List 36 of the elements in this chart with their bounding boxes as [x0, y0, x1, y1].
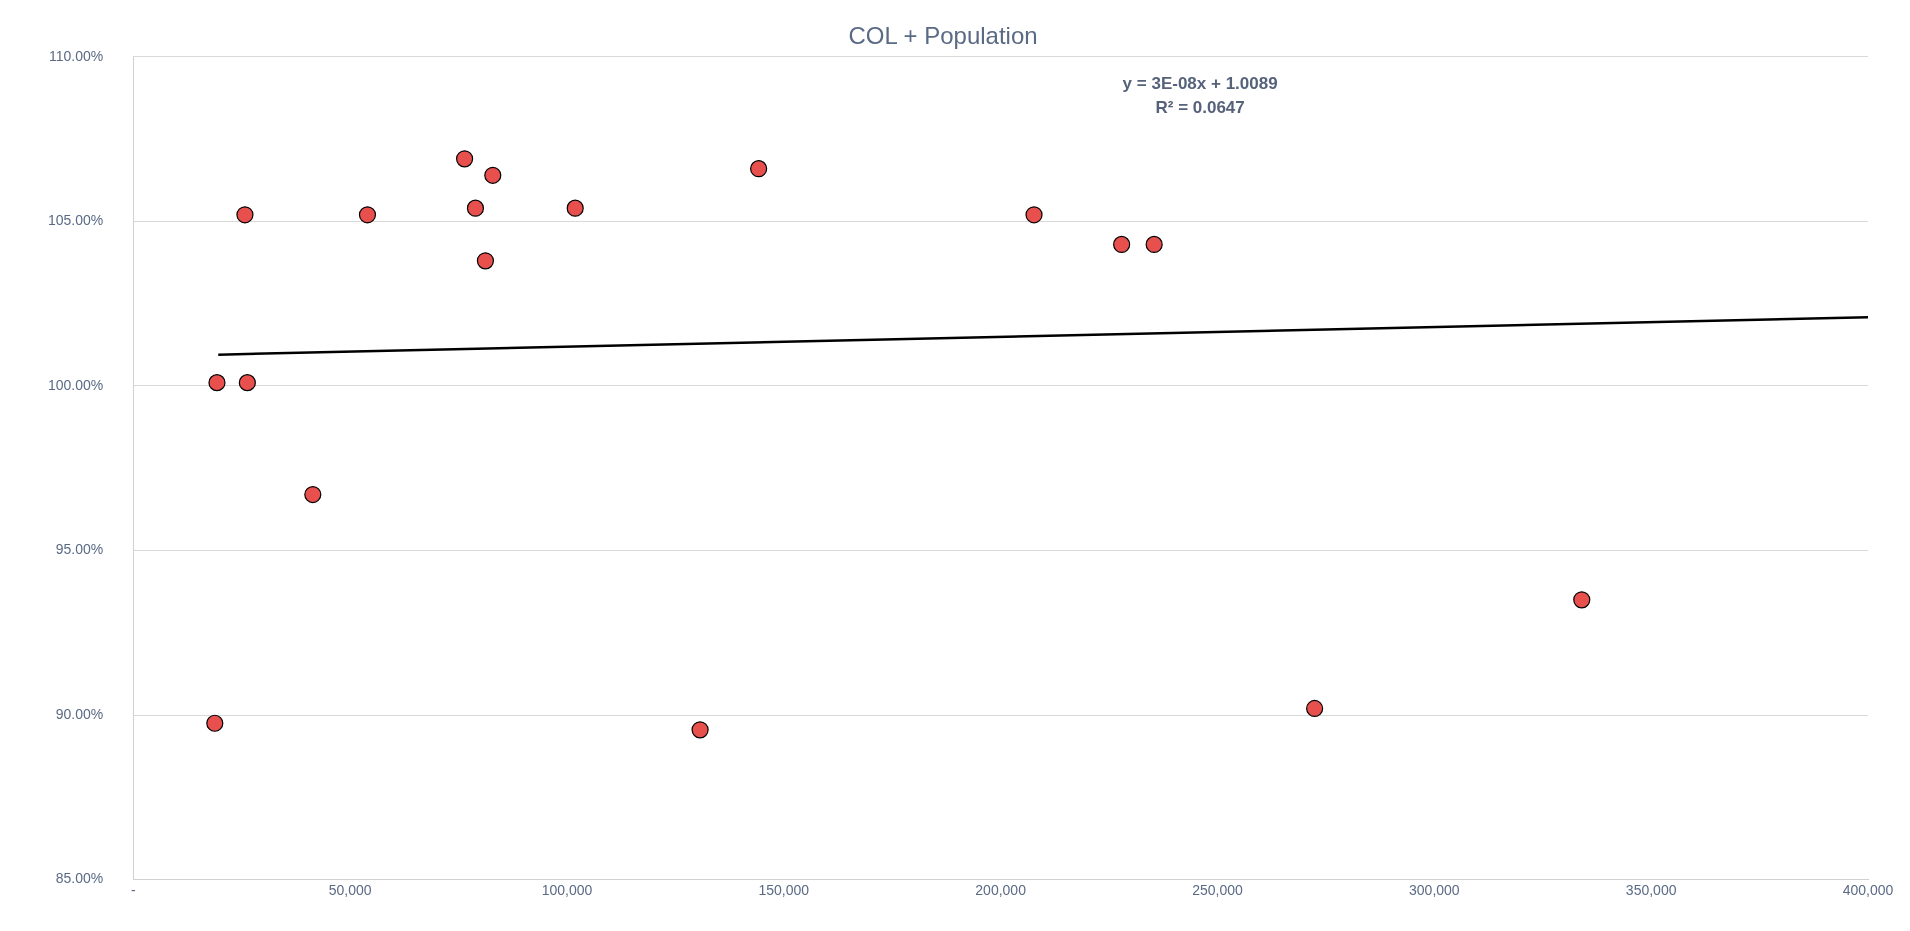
point: [484, 166, 502, 184]
y-tick-label: 90.00%: [55, 705, 104, 722]
y-tick-label: 100.00%: [47, 376, 104, 393]
annotation: y = 3E-08x + 1.0089: [1122, 73, 1278, 93]
point: [1573, 591, 1591, 609]
x-tick-label: 250,000: [1192, 881, 1243, 898]
x-tick-label: 400,000: [1842, 881, 1894, 898]
point: [236, 206, 254, 224]
point: [1025, 206, 1043, 224]
x-tick-label: -: [130, 881, 136, 898]
point: [1113, 235, 1131, 253]
point: [208, 374, 226, 392]
point: [1145, 235, 1163, 253]
y-tick-label: 95.00%: [55, 541, 104, 558]
x-tick-label: 100,000: [541, 881, 593, 898]
y-tick-label: 110.00%: [49, 47, 104, 64]
point: [206, 714, 224, 732]
point: [476, 252, 495, 270]
point: [358, 206, 377, 224]
point: [691, 721, 709, 739]
x-tick-label: 350,000: [1625, 881, 1677, 898]
point: [750, 160, 768, 178]
x-tick-label: 300,000: [1409, 881, 1460, 898]
y-tick-label: 85.00%: [55, 870, 104, 887]
point: [456, 150, 474, 168]
point: [466, 199, 485, 217]
point: [1306, 699, 1324, 718]
point: [238, 374, 256, 392]
x-tick-label: 150,000: [758, 881, 810, 898]
y-tick-label: 105.00%: [47, 212, 104, 229]
annotation: R² = 0.0647: [1155, 97, 1245, 117]
point: [304, 485, 322, 504]
chart-title: COL + Population: [848, 22, 1038, 50]
x-tick-label: 200,000: [975, 881, 1027, 898]
point: [566, 199, 584, 217]
x-tick-label: 50,000: [328, 881, 372, 898]
